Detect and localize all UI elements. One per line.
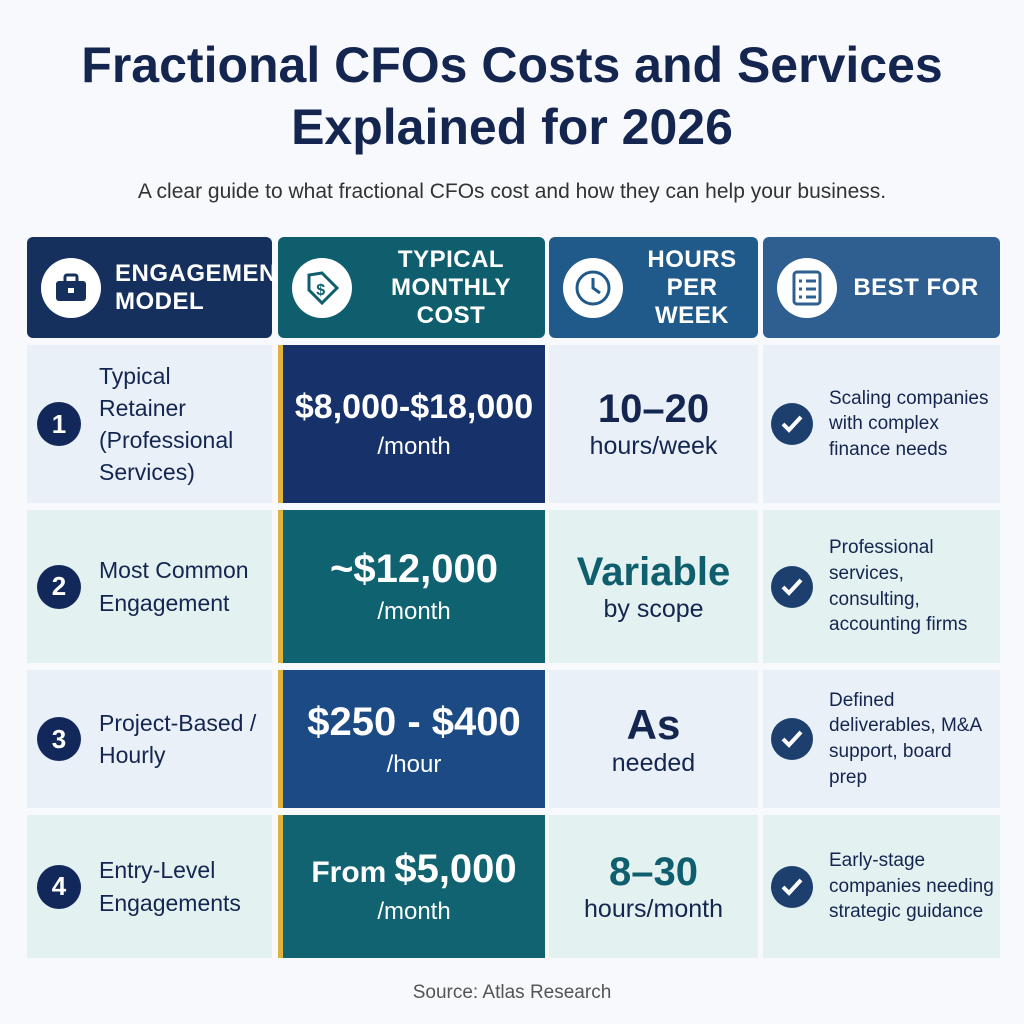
cost-line: $250 - $400: [307, 700, 521, 745]
header-text: TYPICAL MONTHLY COST: [391, 245, 511, 329]
cost-value: $250 - $400: [307, 699, 521, 744]
row-number: 2: [37, 564, 81, 609]
icon: [563, 257, 623, 318]
cost-unit: /month: [377, 432, 451, 460]
header-cell: BEST FOR: [763, 237, 1000, 338]
best-for-cell: Scaling companies with complex finance n…: [763, 345, 1000, 503]
cost-cell: $250 - $400/hour: [278, 670, 545, 808]
hours-cell: As needed: [549, 670, 758, 808]
model-cell: 2 Most Common Engagement: [27, 510, 272, 663]
cost-line: $8,000-$18,000: [295, 388, 533, 427]
best-for-cell: Professional services, consulting, accou…: [763, 510, 1000, 663]
hours-value: Variable: [576, 549, 731, 594]
hours-unit: hours/month: [584, 894, 723, 923]
title-line: Fractional CFOs Costs and Services: [81, 37, 943, 93]
hours-cell: 10–20 hours/week: [549, 345, 758, 503]
title-line: Explained for 2026: [291, 99, 733, 155]
model-cell: 1 Typical Retainer (Professional Services…: [27, 345, 272, 503]
cost-value: $5,000: [394, 847, 517, 891]
hours-value: As: [626, 700, 681, 748]
model-text: Typical Retainer (Professional Services): [99, 362, 234, 486]
best-for-text: Defined deliverables, M&A support, board…: [829, 689, 982, 788]
hours-value: 10–20: [597, 387, 710, 431]
cost-value: $8,000-$18,000: [294, 387, 534, 426]
header-cell: HOURS PER WEEK: [549, 237, 758, 338]
best-for-text: Early-stage companies needing strategic …: [829, 850, 994, 923]
hours-unit: hours/week: [589, 432, 718, 460]
header-cell: ENGAGEMENT MODEL: [27, 237, 293, 338]
best-for-cell: Defined deliverables, M&A support, board…: [763, 670, 1000, 808]
hours-cell: 8–30 hours/month: [549, 815, 758, 958]
row-number: 4: [37, 864, 81, 909]
icon: $: [292, 257, 352, 318]
header-text: ENGAGEMENT MODEL: [115, 259, 293, 315]
model-text: Entry-Level Engagements: [99, 857, 241, 916]
model-cell: 3 Project-Based / Hourly: [27, 670, 272, 808]
cost-cell: ~$12,000/month: [278, 510, 545, 663]
row-number: 3: [37, 717, 81, 761]
cost-value: ~$12,000: [330, 547, 498, 591]
best-for-text: Professional services, consulting, accou…: [829, 537, 968, 636]
check-icon: [771, 718, 813, 760]
cost-unit: /month: [377, 898, 451, 925]
source: Source: Atlas Research: [412, 982, 612, 1003]
cost-line: ~$12,000: [330, 547, 498, 592]
best-for-text: Scaling companies with complex finance n…: [829, 387, 989, 460]
hours-unit: needed: [611, 748, 696, 777]
icon: [777, 257, 837, 318]
cost-prefix: From: [311, 856, 387, 889]
header-text: BEST FOR: [853, 273, 979, 301]
hours-value: 8–30: [609, 849, 698, 894]
svg-text:$: $: [316, 282, 325, 299]
cost-cell: From $5,000/month: [278, 815, 545, 958]
cost-cell: $8,000-$18,000/month: [278, 345, 545, 503]
cost-line: From $5,000: [311, 847, 516, 892]
cost-unit: /month: [377, 598, 451, 625]
hours-cell: Variable by scope: [549, 510, 758, 663]
subtitle: A clear guide to what fractional CFOs co…: [137, 180, 887, 203]
cost-unit: /hour: [386, 750, 442, 778]
model-text: Project-Based / Hourly: [99, 709, 257, 768]
best-for-cell: Early-stage companies needing strategic …: [763, 815, 1000, 958]
check-icon: [771, 403, 813, 445]
hours-unit: by scope: [603, 594, 704, 623]
check-icon: [771, 565, 813, 608]
icon: [41, 257, 101, 318]
model-text: Most Common Engagement: [99, 557, 249, 616]
check-icon: [771, 865, 813, 908]
header-cell: $ TYPICAL MONTHLY COST: [278, 237, 545, 338]
header-text: HOURS PER WEEK: [647, 245, 737, 329]
model-cell: 4 Entry-Level Engagements: [27, 815, 272, 958]
row-number: 1: [37, 402, 81, 446]
